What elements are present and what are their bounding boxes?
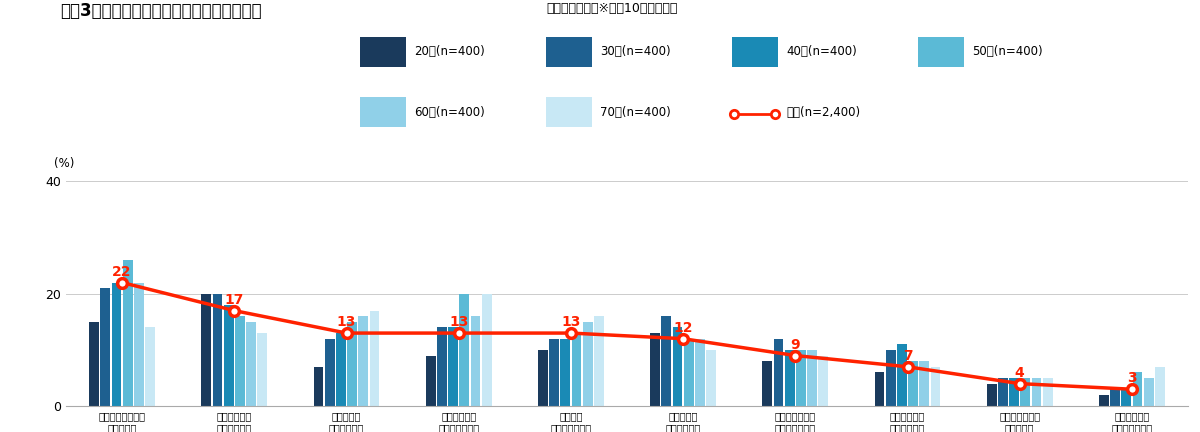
Bar [336, 333, 346, 406]
Bar [134, 283, 144, 406]
Bar [808, 350, 817, 406]
Bar [918, 37, 964, 67]
Bar [347, 322, 358, 406]
Bar [560, 339, 570, 406]
Text: (%): (%) [54, 157, 74, 170]
Bar [112, 283, 121, 406]
Bar [145, 327, 155, 406]
Bar [998, 378, 1008, 406]
Bar [1099, 395, 1109, 406]
Bar [707, 350, 716, 406]
Bar [370, 311, 379, 406]
Text: 50代(n=400): 50代(n=400) [972, 45, 1043, 58]
Text: 13: 13 [449, 315, 468, 329]
Bar [931, 367, 941, 406]
Bar [583, 322, 593, 406]
Bar [695, 339, 704, 406]
Bar [546, 97, 592, 127]
Bar [426, 356, 436, 406]
Bar [360, 97, 406, 127]
Text: 3: 3 [1127, 371, 1136, 385]
Text: 40代(n=400): 40代(n=400) [786, 45, 857, 58]
Bar [684, 339, 694, 406]
Text: 4: 4 [1015, 365, 1025, 380]
Bar [1032, 378, 1042, 406]
Bar [1020, 378, 1031, 406]
Bar [325, 339, 335, 406]
Bar [258, 333, 268, 406]
Bar [1121, 389, 1132, 406]
Bar [594, 316, 604, 406]
Text: 70代(n=400): 70代(n=400) [600, 106, 671, 119]
Text: 22: 22 [113, 264, 132, 279]
Bar [672, 327, 683, 406]
Text: 12: 12 [673, 321, 692, 335]
Bar [796, 350, 806, 406]
Bar [246, 322, 256, 406]
Bar [1110, 389, 1120, 406]
Bar [235, 316, 245, 406]
Bar [650, 333, 660, 406]
Text: 7: 7 [902, 349, 912, 363]
Bar [986, 384, 996, 406]
Bar [661, 316, 671, 406]
Text: 17: 17 [224, 292, 244, 307]
Bar [360, 37, 406, 67]
Bar [223, 305, 234, 406]
Text: ＜図3＞耳のために意識的に行っていること: ＜図3＞耳のために意識的に行っていること [60, 2, 262, 20]
Bar [1156, 367, 1165, 406]
Bar [313, 367, 323, 406]
Bar [571, 333, 582, 406]
Bar [1144, 378, 1153, 406]
Text: 60代(n=400): 60代(n=400) [414, 106, 485, 119]
Bar [818, 356, 828, 406]
Bar [546, 37, 592, 67]
Bar [1009, 378, 1019, 406]
Bar [470, 316, 480, 406]
Bar [212, 294, 222, 406]
Bar [875, 372, 884, 406]
Bar [448, 327, 458, 406]
Bar [550, 339, 559, 406]
Bar [122, 260, 133, 406]
Text: 30代(n=400): 30代(n=400) [600, 45, 671, 58]
Bar [89, 322, 98, 406]
Text: 13: 13 [337, 315, 356, 329]
Bar [359, 316, 368, 406]
Bar [437, 327, 446, 406]
Bar [538, 350, 547, 406]
Text: 20代(n=400): 20代(n=400) [414, 45, 485, 58]
Bar [202, 294, 211, 406]
Bar [919, 361, 929, 406]
Bar [460, 294, 469, 406]
Bar [101, 288, 110, 406]
Text: 全体(n=2,400): 全体(n=2,400) [786, 106, 860, 119]
Bar [482, 294, 492, 406]
Text: 13: 13 [562, 315, 581, 329]
Bar [732, 37, 778, 67]
Bar [785, 350, 794, 406]
Bar [774, 339, 784, 406]
Text: （複数回答）　※上位10項目を抜粋: （複数回答） ※上位10項目を抜粋 [546, 2, 677, 15]
Bar [896, 344, 907, 406]
Bar [908, 361, 918, 406]
Bar [762, 361, 772, 406]
Bar [886, 350, 895, 406]
Text: 9: 9 [791, 337, 800, 352]
Bar [1043, 378, 1052, 406]
Bar [1133, 372, 1142, 406]
